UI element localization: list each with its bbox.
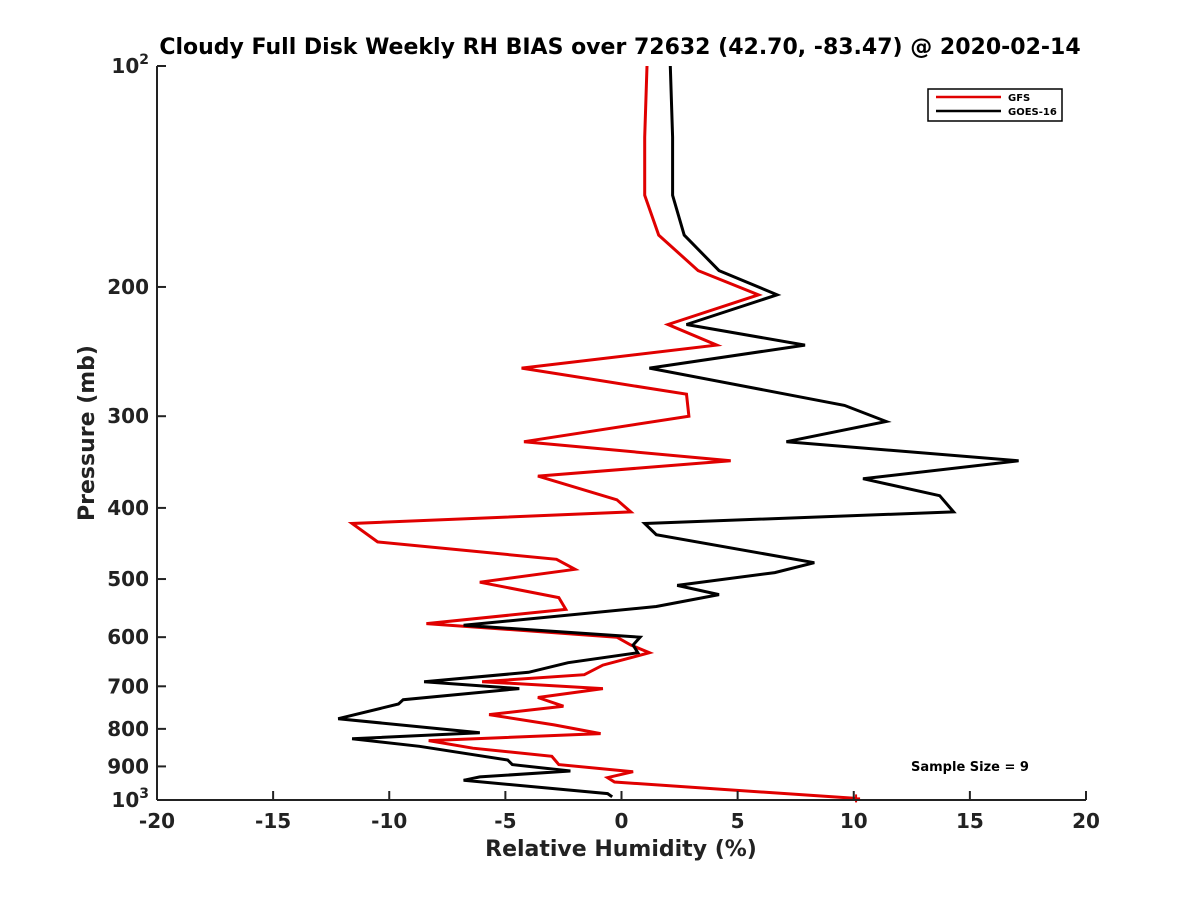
- chart-title: Cloudy Full Disk Weekly RH BIAS over 726…: [159, 35, 1080, 60]
- x-tick-label: 15: [956, 809, 984, 833]
- y-tick-label: 102: [111, 52, 149, 78]
- y-tick-label: 400: [107, 496, 149, 520]
- y-tick-label: 900: [107, 754, 149, 778]
- x-tick-label: -15: [255, 809, 291, 833]
- y-tick-base: 10: [111, 788, 139, 812]
- x-tick-label: -10: [371, 809, 407, 833]
- y-tick-label: 200: [107, 275, 149, 299]
- sample-size-annotation: Sample Size = 9: [911, 760, 1029, 775]
- series-line-gfs: [347, 65, 857, 800]
- y-tick-label: 600: [107, 625, 149, 649]
- x-tick-label: 0: [615, 809, 629, 833]
- legend-box: [927, 88, 1063, 122]
- y-tick-exponent: 3: [139, 786, 149, 802]
- y-tick-label: 500: [107, 567, 149, 591]
- legend-label-goes16: GOES-16: [1008, 107, 1057, 118]
- x-axis-label: Relative Humidity (%): [485, 837, 757, 862]
- x-tick-label: 10: [840, 809, 868, 833]
- series-line-goes16: [337, 65, 1019, 799]
- legend: GFS GOES-16: [927, 88, 1063, 122]
- y-tick-label: 700: [107, 674, 149, 698]
- x-tick-label: -5: [494, 809, 516, 833]
- y-tick-exponent: 2: [139, 52, 149, 68]
- y-axis-label: Pressure (mb): [75, 345, 100, 521]
- x-tick-label: 20: [1072, 809, 1100, 833]
- y-tick-label: 103: [111, 786, 149, 812]
- legend-label-gfs: GFS: [1008, 93, 1030, 104]
- y-tick-label: 300: [107, 404, 149, 428]
- y-tick-base: 10: [111, 54, 139, 78]
- x-axis-ticks: -20 -15 -10 -5 0 5 10 15 20: [139, 791, 1100, 833]
- y-tick-label: 800: [107, 717, 149, 741]
- series-layer: [337, 65, 1019, 803]
- x-tick-label: -20: [139, 809, 175, 833]
- x-tick-label: 5: [731, 809, 745, 833]
